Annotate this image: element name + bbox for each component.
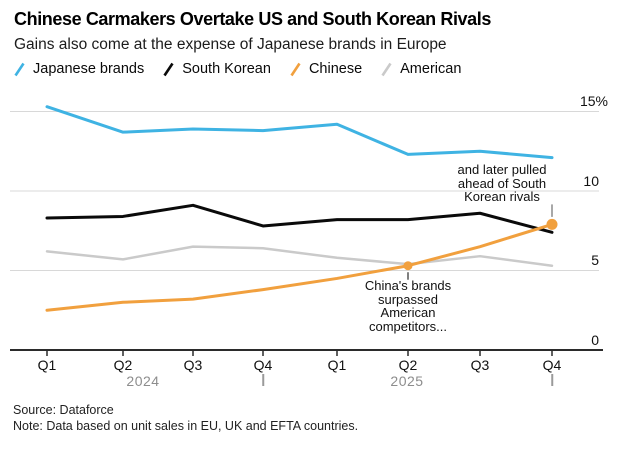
- y-tick-label: 0: [591, 331, 599, 348]
- series-line-japanese-brands: [45, 105, 554, 160]
- legend-label: Chinese: [308, 61, 363, 77]
- note-text: Note: Data based on unit sales in EU, UK…: [13, 419, 359, 433]
- x-tick-label: Q3: [183, 357, 203, 373]
- series-line-chinese: [45, 222, 554, 312]
- legend-label: Japanese brands: [33, 61, 145, 77]
- legend-label: South Korean: [182, 61, 271, 77]
- series-line-american: [45, 245, 554, 267]
- chinese-swatch-icon: [290, 62, 301, 76]
- legend: Japanese brands South Korean Chinese Americ…: [14, 61, 461, 77]
- south-korean-swatch-icon: [163, 62, 174, 76]
- year-label: 2024: [126, 373, 160, 389]
- x-tick-label: Q1: [327, 357, 347, 373]
- legend-label: American: [400, 61, 462, 77]
- legend-item-japanese-brands: Japanese brands: [14, 61, 144, 77]
- legend-item-american: American: [381, 61, 461, 77]
- series-line-south-korean: [45, 203, 554, 234]
- x-tick-label: Q2: [398, 357, 418, 373]
- marker-dot: [403, 261, 413, 271]
- chart-subtitle: Gains also come at the expense of Japane…: [14, 36, 447, 53]
- japanese-brands-swatch-icon: [14, 62, 25, 76]
- x-tick-label: Q4: [253, 357, 273, 373]
- x-tick-label: Q3: [470, 357, 490, 373]
- x-tick-label: Q1: [37, 357, 57, 373]
- legend-item-south-korean: South Korean: [163, 61, 271, 77]
- year-label: 2025: [390, 373, 424, 389]
- y-tick-label: 10: [583, 172, 599, 189]
- legend-item-chinese: Chinese: [290, 61, 362, 77]
- chart-title: Chinese Carmakers Overtake US and South …: [14, 9, 491, 29]
- x-tick-label: Q4: [542, 357, 562, 373]
- source-text: Source: Dataforce: [13, 403, 114, 417]
- year-divider: [551, 374, 553, 386]
- american-swatch-icon: [381, 62, 392, 76]
- marker-dot: [546, 218, 558, 230]
- annotation-surpassed-american: China's brands surpassed American compet…: [364, 278, 452, 334]
- annotation-pulled-ahead-of-korean: and later pulled ahead of South Korean r…: [457, 162, 547, 205]
- y-tick-label: 15%: [579, 93, 608, 109]
- x-tick-label: Q2: [113, 357, 133, 373]
- year-divider: [262, 374, 264, 386]
- y-tick-label: 5: [591, 252, 599, 268]
